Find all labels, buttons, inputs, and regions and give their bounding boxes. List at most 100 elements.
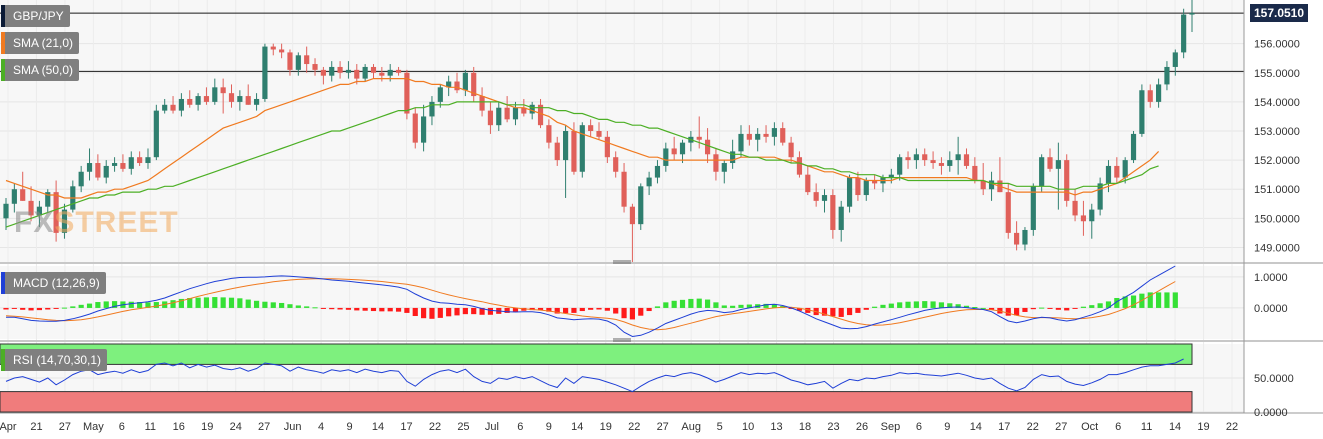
x-tick-label: May [83, 421, 104, 433]
candle-body [220, 87, 226, 94]
macd-histogram-bar [262, 301, 268, 308]
candle-body [337, 66, 343, 73]
candle [855, 171, 861, 201]
candle-body [329, 66, 335, 76]
candle-body [345, 69, 352, 73]
candle-body [963, 154, 970, 166]
candle [938, 157, 945, 175]
candle [1030, 183, 1036, 236]
candle-body [1105, 165, 1112, 184]
x-tick-label: 10 [742, 421, 754, 433]
macd-histogram-bar [103, 301, 109, 308]
macd-histogram-bar [855, 307, 861, 313]
x-tick-label: Jun [284, 421, 302, 433]
candle [596, 122, 602, 140]
macd-histogram-bar [36, 307, 42, 311]
x-tick-label: 9 [347, 421, 353, 433]
candle-body [671, 148, 677, 155]
x-tick-label: 11 [145, 421, 156, 433]
legend-rsi[interactable]: RSI (14,70,30,1) [1, 349, 108, 371]
candle [429, 96, 435, 126]
legend-sma50[interactable]: SMA (50,0) [1, 59, 80, 81]
macd-histogram-bar [554, 307, 560, 314]
macd-histogram-bar [1089, 305, 1095, 308]
x-tick-label: 6 [517, 421, 523, 433]
candle [78, 165, 84, 193]
candle-body [395, 69, 402, 73]
candle [95, 154, 101, 181]
macd-histogram-bar [220, 297, 226, 308]
candle-body [471, 72, 477, 97]
candle-body [646, 177, 652, 187]
candle [863, 177, 869, 201]
candle [170, 96, 176, 114]
candle [980, 163, 986, 196]
candle-body [53, 192, 59, 233]
candle [821, 189, 828, 213]
macd-histogram-bar [1055, 307, 1061, 310]
candle [913, 148, 919, 169]
x-tick-label: 24 [230, 421, 242, 433]
candle [579, 122, 585, 178]
candle-body [103, 165, 109, 178]
macd-histogram-bar [1080, 306, 1087, 308]
macd-histogram-bar [86, 303, 93, 308]
macd-histogram-bar [137, 302, 143, 308]
macd-panel [3, 265, 1178, 338]
candle-body [3, 203, 9, 219]
candle-body [1039, 157, 1045, 187]
candle-body [1156, 84, 1162, 102]
x-tick-label: 19 [1197, 421, 1209, 433]
candle-body [28, 200, 34, 216]
macd-histogram-bar [429, 307, 435, 319]
candle [663, 142, 669, 172]
candle [897, 154, 903, 181]
macd-histogram-bar [721, 305, 727, 308]
candle [195, 93, 201, 111]
candle [178, 93, 184, 117]
macd-histogram-bar [913, 301, 919, 308]
candle [153, 104, 159, 161]
macd-histogram-bar [713, 302, 719, 308]
candle-body [61, 209, 68, 233]
macd-histogram-bar [354, 307, 360, 311]
candle-body [521, 107, 527, 114]
legend-pair[interactable]: GBP/JPY [1, 5, 70, 27]
candle-body [1164, 66, 1170, 85]
candle [28, 186, 34, 222]
legend-macd-label: MACD (12,26,9) [13, 276, 100, 290]
macd-histogram-bar [287, 304, 293, 308]
rsi-overbought-zone [0, 343, 1193, 365]
candle [721, 160, 727, 184]
candle-body [1139, 90, 1145, 134]
macd-histogram-bar [329, 307, 335, 310]
macd-histogram-bar [880, 304, 886, 308]
x-tick-label: 26 [856, 421, 868, 433]
sma21-line [5, 77, 1160, 199]
macd-histogram-bar [337, 307, 343, 310]
macd-histogram-bar [504, 307, 510, 313]
x-tick-label: Oct [1081, 421, 1098, 433]
candle [554, 136, 560, 166]
macd-histogram-bar [128, 301, 134, 308]
candle [212, 78, 218, 105]
candle-body [554, 142, 560, 161]
candle-body [1072, 200, 1078, 216]
candle [504, 96, 510, 123]
macd-histogram-bar [228, 297, 235, 308]
candle [471, 66, 477, 102]
candle-body [897, 157, 903, 175]
candle-body [738, 133, 744, 152]
candle-body [1189, 13, 1195, 15]
candle-body [913, 154, 919, 161]
candle [1005, 183, 1011, 239]
candle-body [730, 151, 736, 164]
candle-body [546, 125, 552, 143]
legend-sma21[interactable]: SMA (21,0) [1, 32, 80, 54]
candle-body [972, 165, 978, 181]
candle [446, 75, 452, 97]
legend-macd[interactable]: MACD (12,26,9) [1, 272, 106, 294]
candle-body [454, 81, 460, 91]
candle-body [120, 163, 126, 169]
macd-histogram-bar [195, 297, 201, 308]
